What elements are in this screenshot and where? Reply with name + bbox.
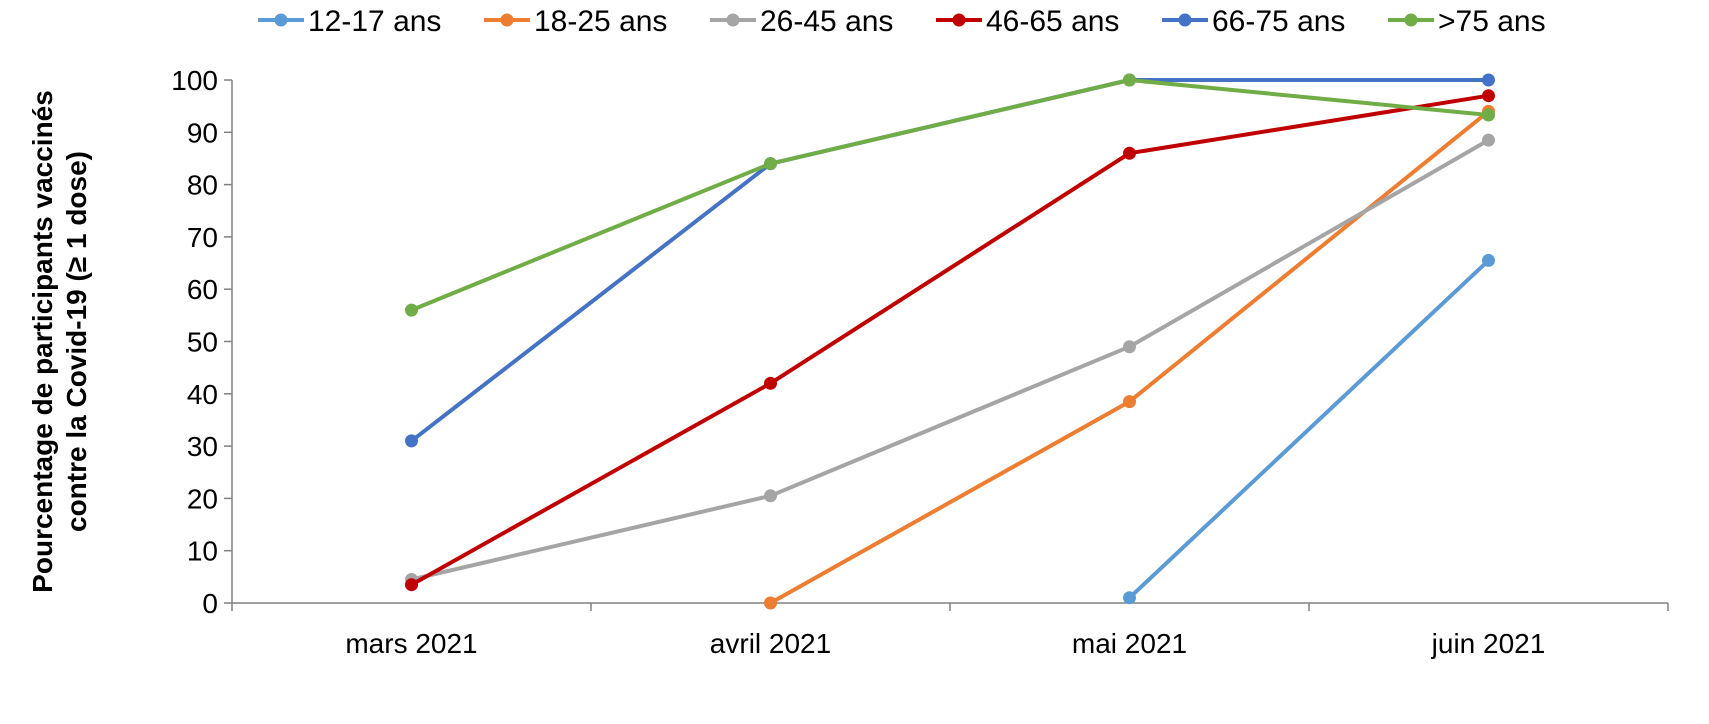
x-tick-label: mai 2021 [1072,628,1187,659]
x-tick-label: juin 2021 [1431,628,1546,659]
series-3 [405,89,1495,592]
data-point [1482,253,1495,267]
y-tick-label: 50 [187,327,218,358]
data-point [1482,108,1495,122]
series-4 [405,73,1495,448]
series-2 [405,133,1495,586]
data-point [764,489,777,503]
y-tick-label: 60 [187,274,218,305]
legend-marker [952,13,966,27]
legend-marker [1178,13,1192,27]
data-point [405,434,418,448]
series-line [410,78,1489,312]
y-tick-label: 40 [187,379,218,410]
data-point [1482,133,1495,147]
x-tick-label: avril 2021 [710,628,831,659]
y-tick-label: 0 [202,588,218,619]
data-point [764,596,777,610]
series-layer [405,73,1495,610]
legend-item: 12-17 ans [258,5,441,38]
data-point [1482,73,1495,87]
y-tick-label: 30 [187,431,218,462]
y-tick-label: 20 [187,483,218,514]
legend-marker [1404,13,1418,27]
series-line [1128,258,1490,600]
data-point [1123,591,1136,605]
series-5 [405,73,1495,317]
legend-item: 26-45 ans [710,5,893,38]
y-axis-title: Pourcentage de participants vaccinés cont… [27,90,92,593]
series-line [769,109,1490,605]
legend-label: 12-17 ans [308,5,441,38]
data-point [764,157,777,171]
y-axis-title-line: Pourcentage de participants vaccinés [27,90,58,593]
legend-label: 46-65 ans [986,5,1119,38]
legend-marker [274,13,288,27]
y-tick-label: 10 [187,536,218,567]
series-0 [1123,253,1495,605]
y-tick-label: 70 [187,222,218,253]
legend: 12-17 ans 18-25 ans 26-45 ans 46-65 ans 66-7… [258,5,1546,38]
data-point [1123,146,1136,160]
data-point [764,376,777,390]
data-point [405,303,418,317]
y-tick-label: 100 [171,65,218,96]
legend-marker [500,13,514,27]
legend-item: 18-25 ans [484,5,667,38]
data-point [1123,395,1136,409]
legend-item: >75 ans [1388,5,1546,38]
series-line [410,93,1489,587]
data-point [405,578,418,592]
y-tick-label: 90 [187,117,218,148]
legend-marker [726,13,740,27]
legend-label: 26-45 ans [760,5,893,38]
series-line [410,78,1489,443]
series-line [411,138,1490,582]
legend-label: 66-75 ans [1212,5,1345,38]
y-axis-title-line: contre la Covid-19 (≥ 1 dose) [61,151,92,532]
data-point [1123,73,1136,87]
legend-item: 66-75 ans [1162,5,1345,38]
axes: 0 10 20 30 40 50 60 70 80 90 100 mars 2021 avril 202… [171,65,1669,659]
legend-label: 18-25 ans [534,5,667,38]
data-point [1123,340,1136,354]
data-point [1482,89,1495,103]
legend-label: >75 ans [1438,5,1546,38]
y-tick-label: 80 [187,170,218,201]
legend-item: 46-65 ans [936,5,1119,38]
x-tick-label: mars 2021 [345,628,477,659]
